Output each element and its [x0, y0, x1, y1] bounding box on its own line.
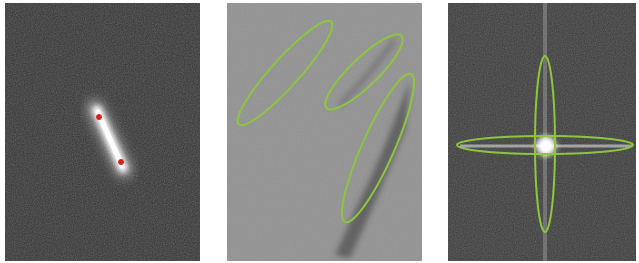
panel-slicks: [227, 3, 426, 261]
keypoint: [96, 114, 102, 120]
page: {} html, body { margin: 0; padding: 0; b…: [0, 0, 639, 263]
target-core: [541, 141, 551, 151]
body: (() => { const data = JSON.parse(documen…: [0, 0, 639, 263]
panel-target: [448, 3, 636, 261]
figure: [0, 0, 639, 263]
panel-ship: [5, 3, 200, 261]
speckle-noise: [448, 3, 636, 261]
keypoint: [118, 159, 124, 165]
